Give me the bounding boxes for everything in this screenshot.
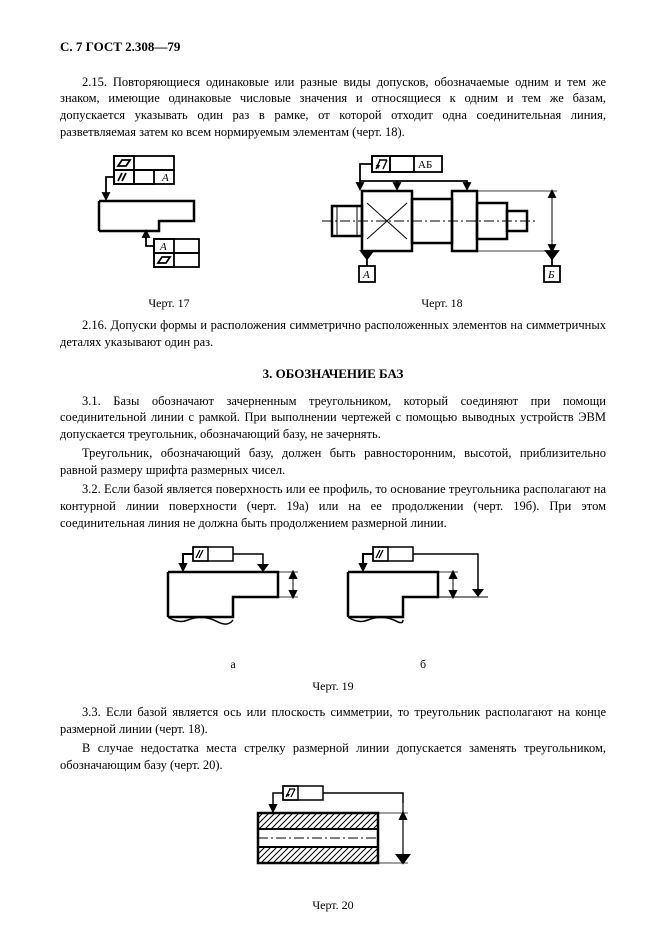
caption-20: Черт. 20 bbox=[312, 897, 353, 913]
para-33b: В случае недостатка места стрелку размер… bbox=[60, 740, 606, 774]
para-216: 2.16. Допуски формы и расположения симме… bbox=[60, 317, 606, 351]
caption-19b: б bbox=[420, 656, 426, 672]
para-33: 3.3. Если базой является ось или плоскос… bbox=[60, 704, 606, 738]
svg-text:А: А bbox=[161, 172, 169, 184]
caption-18: Черт. 18 bbox=[421, 295, 462, 311]
caption-19a: а bbox=[230, 656, 235, 672]
svg-text:А: А bbox=[159, 241, 167, 253]
para-31: 3.1. Базы обозначают зачерненным треугол… bbox=[60, 393, 606, 444]
caption-19: Черт. 19 bbox=[60, 678, 606, 694]
section-3-title: 3. ОБОЗНАЧЕНИЕ БАЗ bbox=[60, 365, 606, 383]
figure-17: А А bbox=[94, 151, 244, 291]
para-215: 2.15. Повторяющиеся одинаковые или разны… bbox=[60, 74, 606, 142]
figure-19b bbox=[338, 542, 508, 652]
svg-text:Б: Б bbox=[547, 269, 555, 281]
figure-18: АБ bbox=[312, 151, 572, 291]
para-32: 3.2. Если базой является поверхность или… bbox=[60, 481, 606, 532]
para-31b: Треугольник, обозначающий базу, должен б… bbox=[60, 445, 606, 479]
svg-text:А: А bbox=[362, 269, 370, 281]
figure-20 bbox=[233, 783, 433, 893]
figure-19a bbox=[158, 542, 308, 652]
caption-17: Черт. 17 bbox=[148, 295, 189, 311]
page-header: С. 7 ГОСТ 2.308—79 bbox=[60, 38, 606, 56]
svg-text:АБ: АБ bbox=[418, 159, 432, 171]
